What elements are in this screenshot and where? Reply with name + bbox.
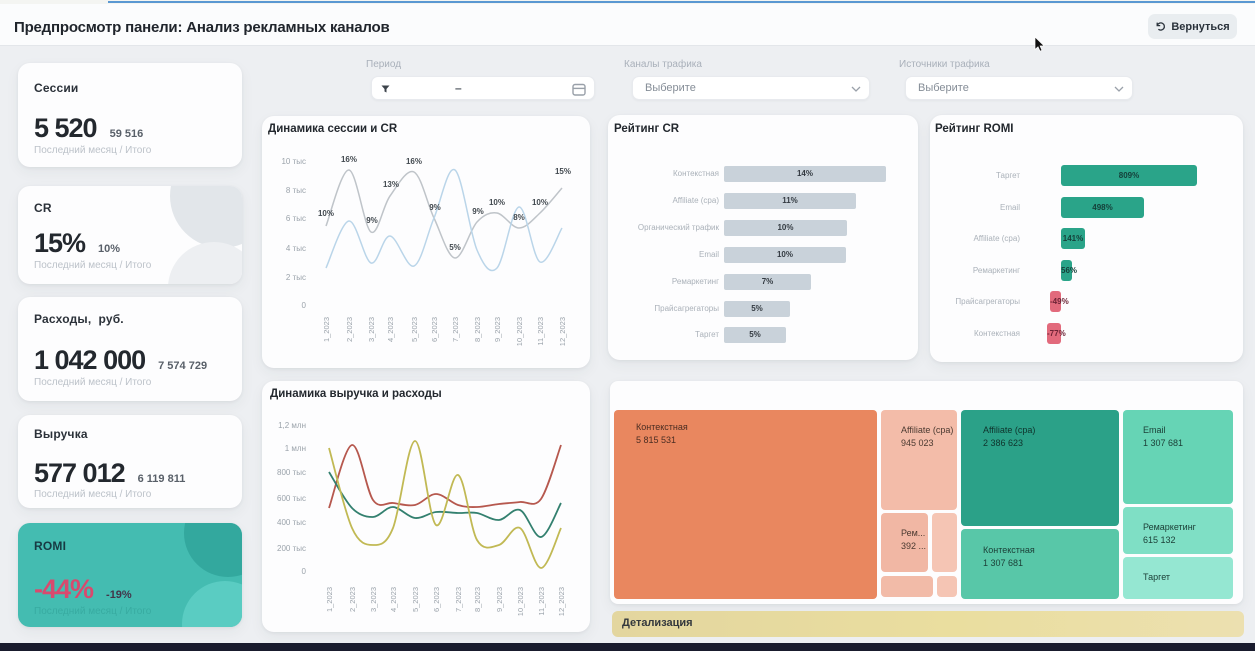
svg-text:9_2023: 9_2023 [495,587,504,612]
svg-text:7_2023: 7_2023 [454,587,463,612]
svg-text:16%: 16% [406,157,422,166]
svg-text:3_2023: 3_2023 [367,317,376,342]
svg-text:1_2023: 1_2023 [322,317,331,342]
svg-text:4_2023: 4_2023 [389,587,398,612]
svg-text:12_2023: 12_2023 [558,317,567,346]
svg-text:10_2023: 10_2023 [516,587,525,616]
svg-text:1,2 млн: 1,2 млн [278,421,306,430]
svg-text:4_2023: 4_2023 [386,317,395,342]
svg-text:9%: 9% [366,216,378,225]
svg-text:8 тыс: 8 тыс [286,186,306,195]
svg-text:10%: 10% [489,198,505,207]
svg-text:1_2023: 1_2023 [325,587,334,612]
svg-text:10%: 10% [318,209,334,218]
svg-text:16%: 16% [341,155,357,164]
svg-text:6 тыс: 6 тыс [286,214,306,223]
svg-text:400 тыс: 400 тыс [277,518,306,527]
svg-text:600 тыс: 600 тыс [277,494,306,503]
svg-text:12_2023: 12_2023 [557,587,566,616]
svg-text:3_2023: 3_2023 [369,587,378,612]
svg-text:8_2023: 8_2023 [473,587,482,612]
svg-text:11_2023: 11_2023 [536,317,545,346]
svg-text:9%: 9% [472,207,484,216]
svg-text:0: 0 [302,301,307,310]
svg-text:4 тыс: 4 тыс [286,244,306,253]
svg-text:8%: 8% [513,213,525,222]
svg-text:2 тыс: 2 тыс [286,273,306,282]
svg-text:2_2023: 2_2023 [348,587,357,612]
svg-text:10 тыс: 10 тыс [281,157,306,166]
svg-text:7_2023: 7_2023 [451,317,460,342]
svg-text:11_2023: 11_2023 [537,587,546,616]
svg-text:10%: 10% [532,198,548,207]
svg-text:13%: 13% [383,180,399,189]
svg-text:5%: 5% [449,243,461,252]
svg-text:9_2023: 9_2023 [493,317,502,342]
svg-text:8_2023: 8_2023 [473,317,482,342]
svg-text:9%: 9% [429,203,441,212]
svg-text:1 млн: 1 млн [285,444,306,453]
svg-text:200 тыс: 200 тыс [277,544,306,553]
svg-text:0: 0 [302,567,307,576]
svg-text:2_2023: 2_2023 [345,317,354,342]
svg-text:10_2023: 10_2023 [515,317,524,346]
svg-text:5_2023: 5_2023 [410,317,419,342]
svg-text:6_2023: 6_2023 [432,587,441,612]
svg-text:6_2023: 6_2023 [430,317,439,342]
svg-text:15%: 15% [555,167,571,176]
svg-text:5_2023: 5_2023 [411,587,420,612]
svg-text:800 тыс: 800 тыс [277,468,306,477]
